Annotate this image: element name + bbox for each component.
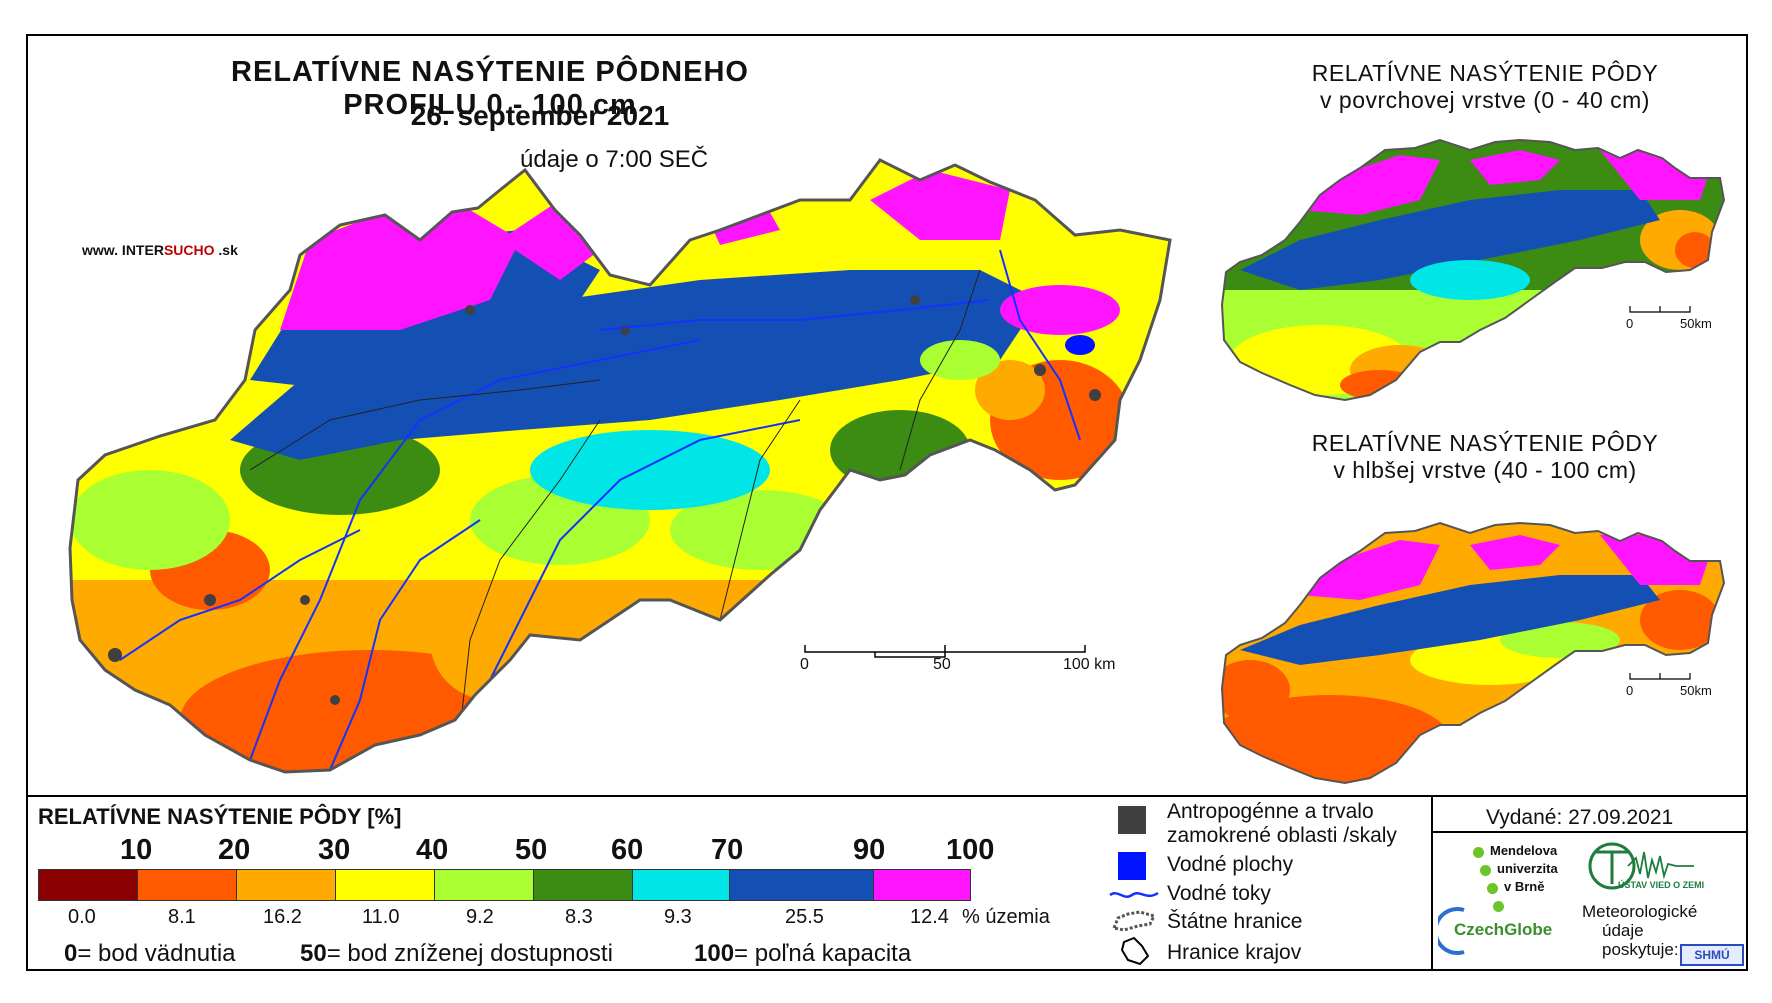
threshold-60: 60 (611, 834, 644, 866)
legend-title: RELATÍVNE NASÝTENIE PÔDY [%] (38, 804, 402, 829)
state-border-symbol (1111, 910, 1157, 932)
threshold-50: 50 (515, 834, 548, 866)
czechglobe-logo: CzechGlobe (1438, 902, 1552, 960)
threshold-70: 70 (711, 834, 744, 866)
surface-scale-label-0: 0 (1626, 316, 1634, 331)
surface-map (1222, 140, 1724, 400)
water-bodies-label: Vodné plochy (1167, 853, 1294, 876)
issued-date: Vydané: 27.09.2021 (1486, 806, 1674, 829)
website-link[interactable]: www. INTERSUCHO .sk (82, 242, 238, 258)
main-scale-bar (804, 645, 1086, 658)
legend-swatch-2 (236, 869, 336, 901)
main-scale-label-50: 50 (933, 656, 951, 673)
rivers-label: Vodné toky (1167, 882, 1271, 905)
deep-map (1222, 523, 1724, 783)
share-5: 8.3 (565, 906, 593, 928)
note-wilting-point: 0= bod vädnutia (64, 940, 236, 967)
note-reduced-availability: 50= bod zníženej dostupnosti (300, 940, 613, 967)
surface-scale-bar (1629, 306, 1691, 313)
legend-swatch-0 (38, 869, 138, 901)
note-field-capacity: 100= poľná kapacita (694, 940, 912, 967)
meteo-credit: Meteorologické údaje poskytuje: (1582, 902, 1698, 959)
threshold-30: 30 (318, 834, 351, 866)
share-8: 12.4 (910, 906, 949, 928)
state-border-label: Štátne hranice (1167, 910, 1303, 933)
legend-swatch-3 (335, 869, 435, 901)
legend-swatch-5 (533, 869, 633, 901)
shmu-logo: SHMÚ (1680, 944, 1744, 966)
ustav-logo (1588, 842, 1694, 890)
river-symbol (1109, 891, 1159, 898)
anthropogenic-symbol (1118, 806, 1146, 834)
deep-scale-label-50: 50km (1680, 683, 1712, 698)
share-unit: % územia (962, 906, 1050, 928)
deep-map-border (1220, 521, 1726, 785)
main-scale-label-100: 100 km (1063, 656, 1116, 673)
legend-swatch-1 (137, 869, 237, 901)
threshold-100: 100 (946, 834, 995, 866)
threshold-10: 10 (120, 834, 153, 866)
threshold-40: 40 (416, 834, 449, 866)
ustav-label: ÚSTAV VIED O ZEMI (1618, 880, 1705, 890)
deep-scale-label-0: 0 (1626, 683, 1634, 698)
share-4: 9.2 (466, 906, 494, 928)
main-scale-label-0: 0 (800, 656, 809, 673)
share-3: 11.0 (362, 906, 400, 928)
deep-scale-bar (1629, 673, 1691, 680)
threshold-20: 20 (218, 834, 251, 866)
map-title: RELATÍVNE NASÝTENIE PÔDNEHO PROFILU 0 - … (231, 56, 749, 121)
region-border-label: Hranice krajov (1167, 941, 1302, 964)
share-1: 8.1 (168, 906, 196, 928)
share-6: 9.3 (664, 906, 692, 928)
share-7: 25.5 (785, 906, 824, 928)
water-body-symbol (1118, 852, 1146, 880)
share-0: 0.0 (68, 906, 96, 928)
region-border-symbol (1120, 936, 1150, 966)
data-time: údaje o 7:00 SEČ (520, 146, 709, 173)
main-map-border (68, 158, 1172, 774)
threshold-90: 90 (853, 834, 886, 866)
share-2: 16.2 (263, 906, 302, 928)
anthropogenic-label: Antropogénne a trvalo zamokrené oblasti … (1167, 800, 1397, 847)
legend-swatch-7 (729, 869, 874, 901)
deep-map-title: RELATÍVNE NASÝTENIE PÔDY v hlbšej vrstve… (1311, 430, 1659, 483)
legend-swatch-6 (632, 869, 730, 901)
legend-swatch-8 (873, 869, 971, 901)
surface-scale-label-50: 50km (1680, 316, 1712, 331)
surface-map-border (1220, 138, 1726, 402)
legend-swatch-4 (434, 869, 534, 901)
surface-map-title: RELATÍVNE NASÝTENIE PÔDY v povrchovej vr… (1311, 60, 1659, 113)
map-date: 26. september 2021 (410, 100, 670, 131)
